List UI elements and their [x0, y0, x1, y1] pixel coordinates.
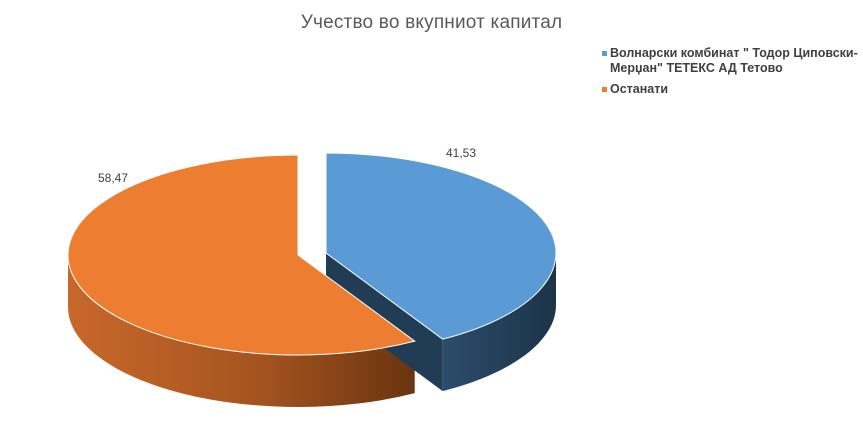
pie-slice-tetex	[325, 152, 557, 340]
legend-item-tetex: Волнарски комбинат " Тодор Циповски-Мерџ…	[602, 46, 862, 76]
legend-item-others: Останати	[602, 82, 862, 97]
pie-layer: 41,53 58,47	[67, 146, 557, 408]
pie-slice-side-tetex	[442, 253, 556, 392]
legend-label-tetex: Волнарски комбинат " Тодор Циповски-Мерџ…	[610, 46, 858, 75]
data-label-tetex: 41,53	[446, 146, 476, 160]
legend-swatch-orange	[602, 87, 607, 92]
pie-slice-others	[67, 154, 416, 356]
chart-title: Учество во вкупниот капитал	[300, 12, 563, 33]
legend-label-others: Останати	[610, 82, 669, 96]
legend: Волнарски комбинат " Тодор Циповски-Мерџ…	[602, 46, 862, 103]
legend-swatch-blue	[602, 51, 607, 56]
pie-slice-side-others	[67, 255, 415, 408]
data-label-others: 58,47	[98, 171, 128, 185]
